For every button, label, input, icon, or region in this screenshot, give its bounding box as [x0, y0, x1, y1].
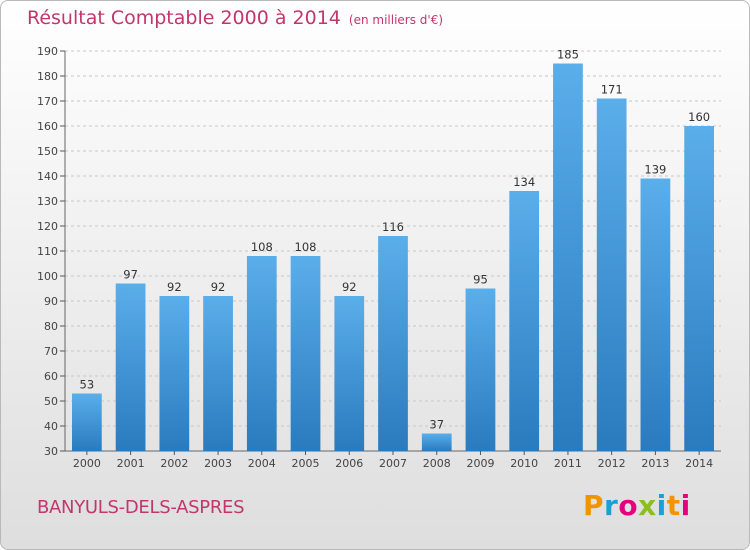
y-tick-label: 40	[44, 420, 58, 433]
data-label: 92	[167, 280, 182, 294]
x-tick-label: 2007	[379, 457, 407, 470]
y-tick-label: 100	[37, 270, 58, 283]
y-tick-label: 180	[37, 70, 58, 83]
bar-chart: 30 40 50 60 70 80 90 100 110 120 130 140 150 160 170 18…	[37, 45, 721, 470]
logo-letter: o	[618, 489, 639, 522]
x-tick-label: 2012	[598, 457, 626, 470]
y-tick-label: 80	[44, 320, 58, 333]
x-tick-label: 2006	[335, 457, 363, 470]
bar	[203, 296, 233, 451]
y-tick-label: 140	[37, 170, 58, 183]
y-tick-label: 50	[44, 395, 58, 408]
data-label: 185	[557, 48, 579, 62]
data-label: 116	[382, 220, 404, 234]
data-label: 53	[80, 378, 95, 392]
data-label: 97	[123, 268, 138, 282]
y-tick-label: 60	[44, 370, 58, 383]
y-tick-label: 150	[37, 145, 58, 158]
data-label: 108	[251, 240, 273, 254]
bar	[509, 191, 540, 451]
bar	[159, 296, 190, 451]
commune-name: BANYULS-DELS-ASPRES	[37, 497, 245, 518]
bar	[640, 178, 671, 451]
logo-letter: i	[656, 489, 667, 522]
bar	[596, 98, 627, 451]
x-tick-label: 2011	[554, 457, 582, 470]
y-tick-label: 160	[37, 120, 58, 133]
data-label: 37	[429, 418, 444, 432]
x-tick-label: 2013	[641, 457, 669, 470]
bar	[290, 256, 321, 451]
data-label: 134	[513, 175, 535, 189]
y-tick-label: 90	[44, 295, 58, 308]
chart-subtitle: (en milliers d'€)	[348, 13, 444, 27]
x-tick-label: 2004	[248, 457, 276, 470]
bar	[246, 256, 277, 451]
logo-letter: P	[583, 489, 605, 522]
x-tick-label: 2008	[423, 457, 451, 470]
y-tick-label: 30	[44, 445, 58, 458]
x-tick-label: 2002	[160, 457, 188, 470]
logo-letter: r	[604, 489, 619, 522]
x-tick-label: 2010	[510, 457, 538, 470]
bar	[553, 63, 583, 451]
x-tick-label: 2009	[466, 457, 494, 470]
bar	[421, 433, 452, 451]
y-tick-label: 110	[37, 245, 58, 258]
bar	[465, 288, 496, 451]
bar	[115, 283, 146, 451]
y-tick-label: 70	[44, 345, 58, 358]
y-tick-label: 170	[37, 95, 58, 108]
data-label: 108	[295, 240, 317, 254]
x-tick-label: 2003	[204, 457, 232, 470]
bar	[378, 236, 408, 451]
y-tick-label: 120	[37, 220, 58, 233]
data-label: 92	[211, 280, 226, 294]
data-label: 171	[601, 83, 623, 97]
x-tick-label: 2014	[685, 457, 713, 470]
y-tick-label: 190	[37, 45, 58, 58]
logo-letter: t	[666, 489, 681, 522]
y-tick-label: 130	[37, 195, 58, 208]
data-label: 160	[688, 110, 710, 124]
bar	[334, 296, 365, 451]
x-tick-label: 2001	[117, 457, 145, 470]
proxiti-logo: Proxiti	[583, 489, 691, 522]
chart-title: Résultat Comptable 2000 à 2014 (en millie…	[27, 7, 443, 29]
logo-letter: x	[638, 489, 657, 522]
bar	[684, 126, 715, 451]
bar	[71, 393, 102, 451]
x-tick-label: 2005	[292, 457, 320, 470]
chart-title-text: Résultat Comptable 2000 à 2014	[27, 7, 341, 29]
data-label: 95	[473, 273, 488, 287]
data-label: 139	[644, 163, 666, 177]
logo-letter: i	[680, 489, 691, 522]
x-tick-label: 2000	[73, 457, 101, 470]
data-label: 92	[342, 280, 357, 294]
